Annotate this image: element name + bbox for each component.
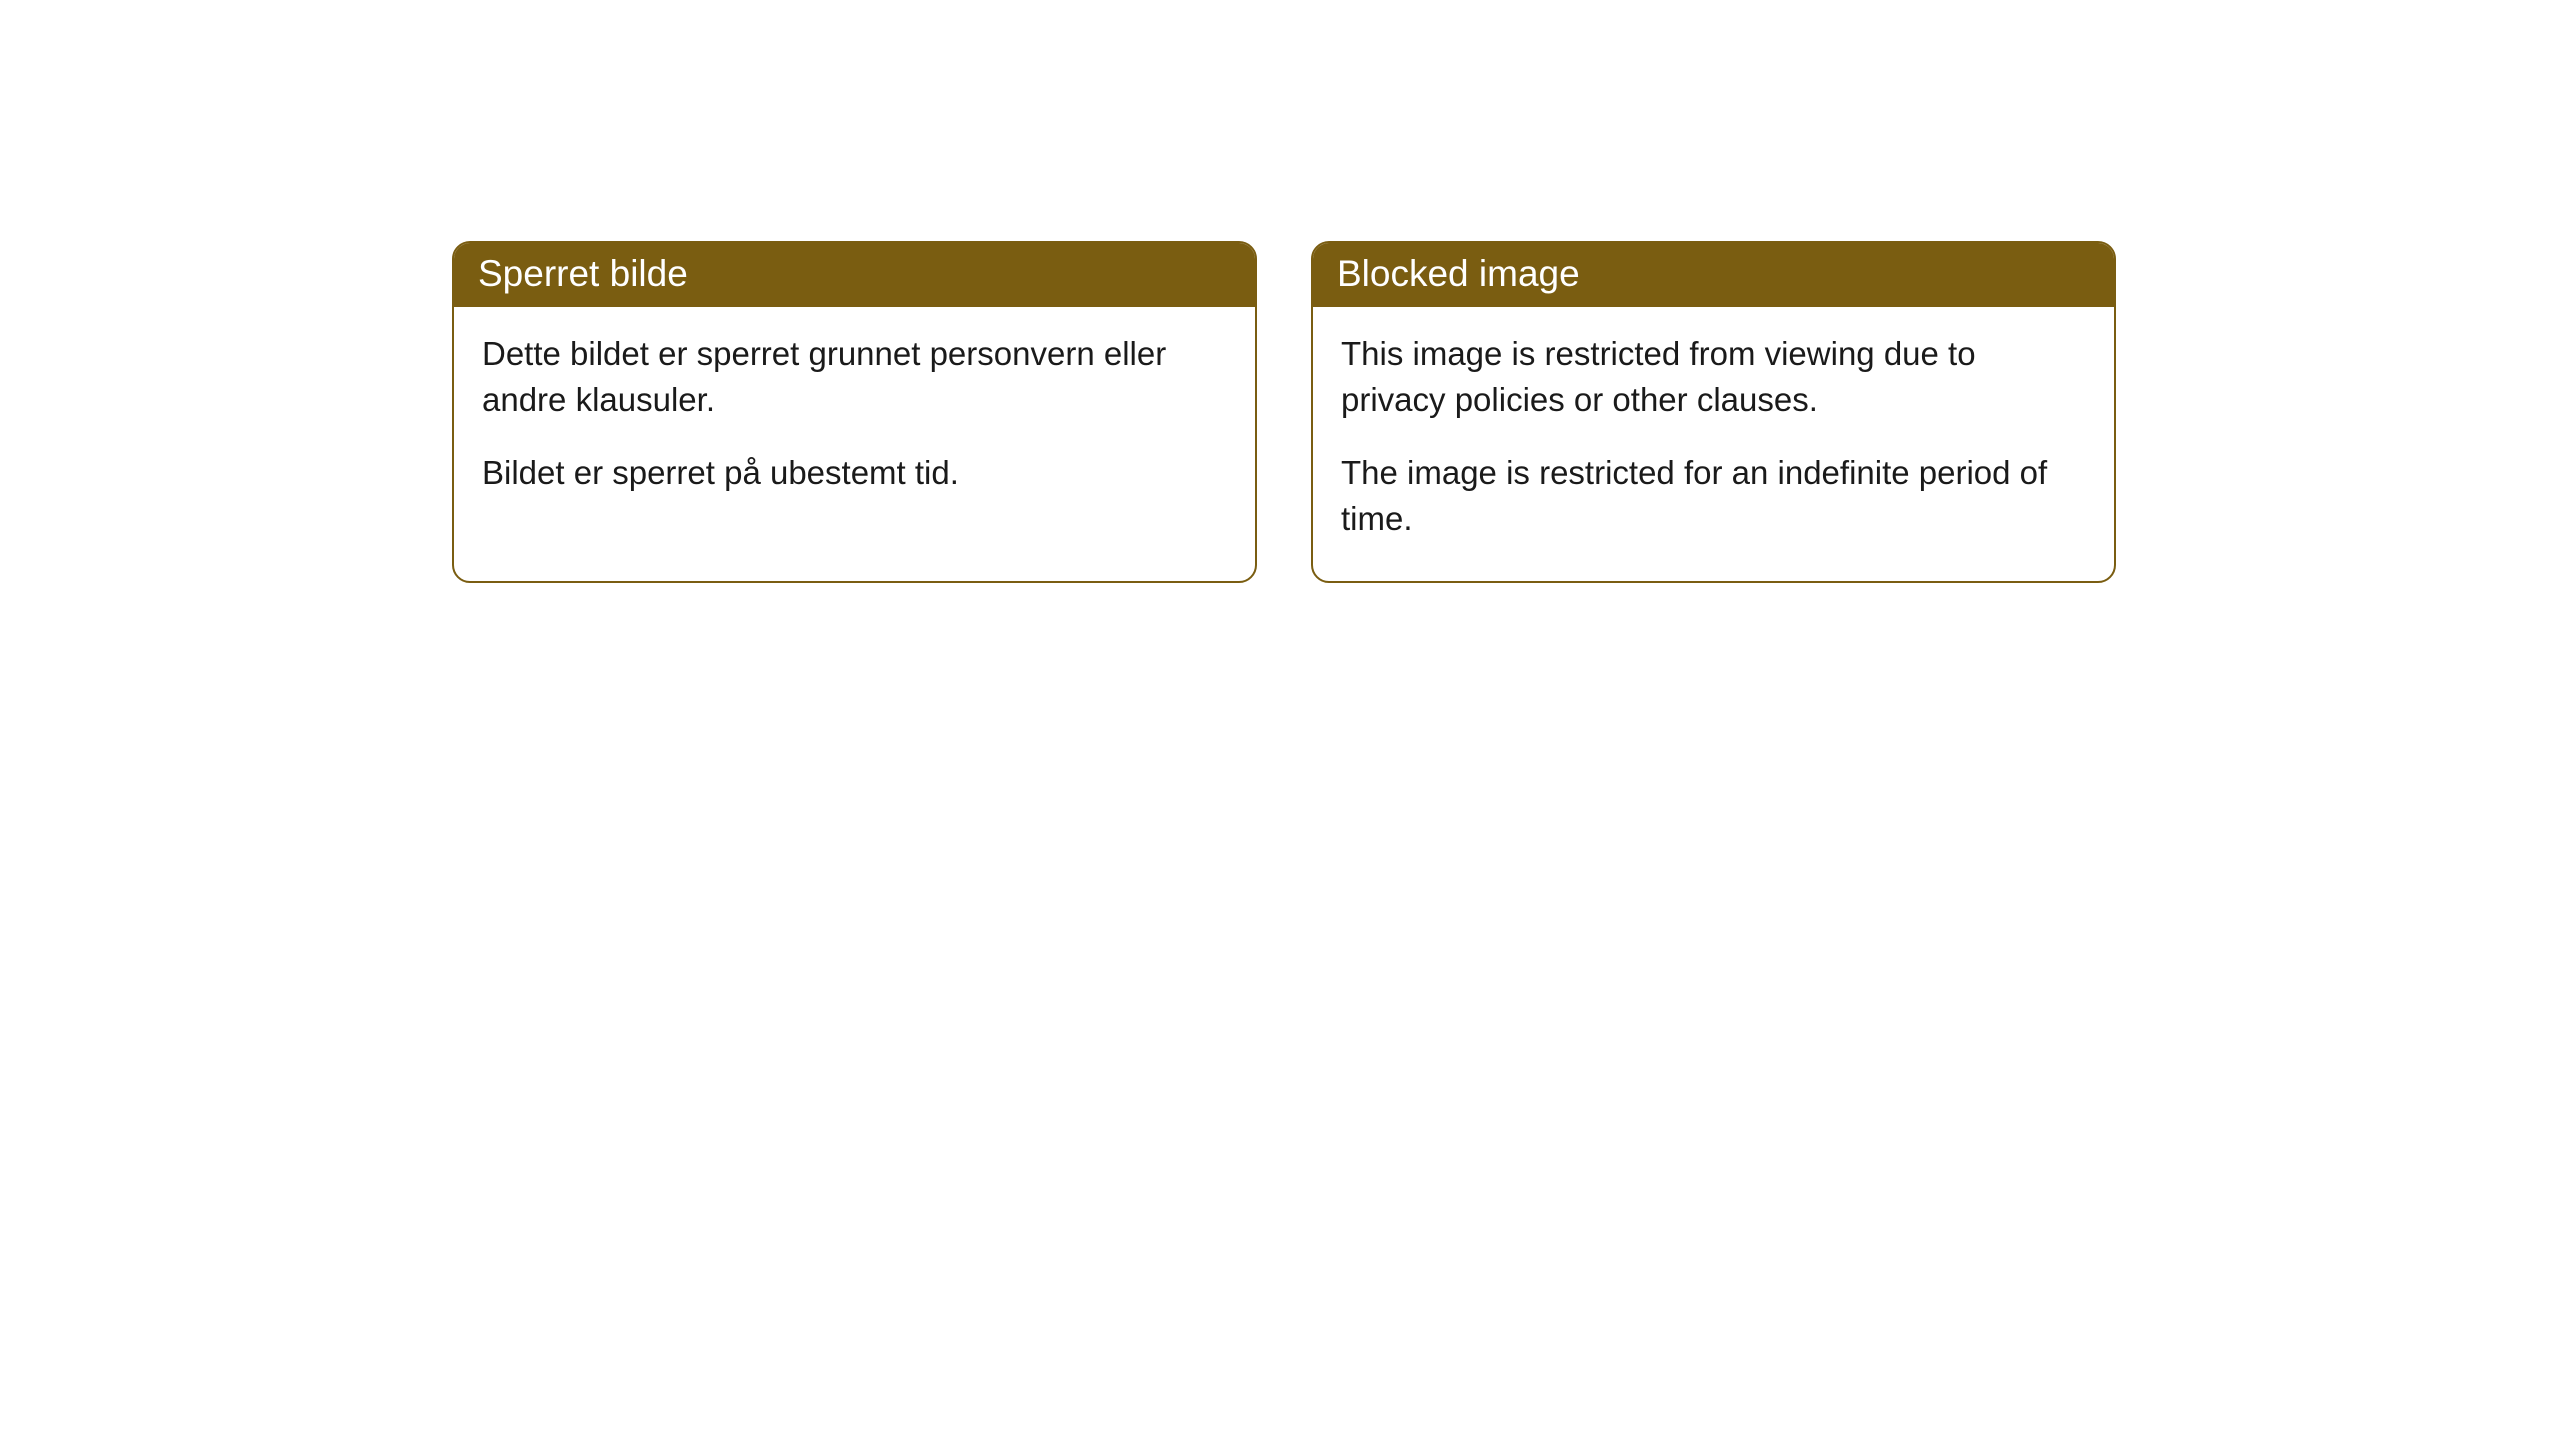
notice-container: Sperret bilde Dette bildet er sperret gr… bbox=[452, 241, 2116, 583]
card-title: Sperret bilde bbox=[478, 253, 688, 294]
card-header: Sperret bilde bbox=[454, 243, 1255, 307]
notice-card-norwegian: Sperret bilde Dette bildet er sperret gr… bbox=[452, 241, 1257, 583]
card-header: Blocked image bbox=[1313, 243, 2114, 307]
card-body: Dette bildet er sperret grunnet personve… bbox=[454, 307, 1255, 536]
card-title: Blocked image bbox=[1337, 253, 1580, 294]
card-paragraph: The image is restricted for an indefinit… bbox=[1341, 450, 2086, 541]
card-paragraph: This image is restricted from viewing du… bbox=[1341, 331, 2086, 422]
card-paragraph: Bildet er sperret på ubestemt tid. bbox=[482, 450, 1227, 496]
card-body: This image is restricted from viewing du… bbox=[1313, 307, 2114, 581]
card-paragraph: Dette bildet er sperret grunnet personve… bbox=[482, 331, 1227, 422]
notice-card-english: Blocked image This image is restricted f… bbox=[1311, 241, 2116, 583]
